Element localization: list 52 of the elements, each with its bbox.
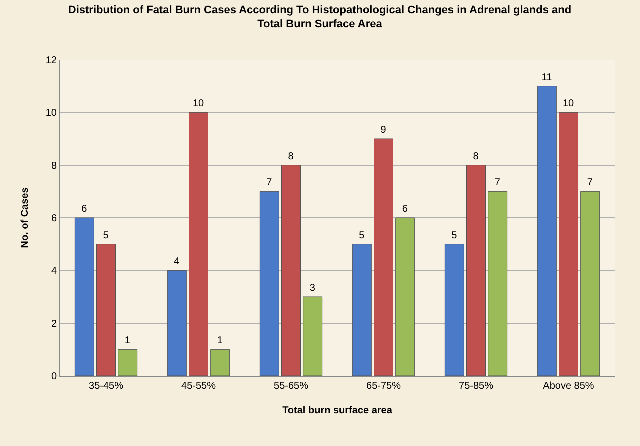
data-label: 11: [542, 72, 553, 84]
bar: [210, 349, 230, 376]
data-label: 8: [288, 151, 294, 162]
data-label: 6: [402, 204, 408, 215]
x-tick-label: Above 85%: [543, 381, 594, 392]
data-label: 5: [103, 230, 110, 242]
bar: [282, 165, 301, 376]
bar: [118, 349, 138, 376]
bar: [260, 191, 280, 376]
bar: [303, 296, 323, 376]
x-tick-label: 45-55%: [182, 381, 216, 392]
x-tick-label: 75-85%: [459, 381, 494, 392]
bar: [96, 244, 116, 376]
bar: [167, 270, 187, 376]
data-label: 7: [494, 178, 501, 189]
bar: [580, 191, 600, 376]
bar: [559, 112, 578, 376]
y-tick-label: 6: [51, 214, 58, 224]
data-label: 1: [124, 336, 131, 347]
x-tick-label: 65-75%: [366, 381, 402, 392]
x-axis-title: Total burn surface area: [282, 406, 393, 416]
chart-title: Distribution of Fatal Burn Cases According To Histopathological Changes in Adrenal glands and Total Burn Surface Area: [68, 4, 572, 31]
bar: [396, 218, 416, 376]
y-tick-label: 12: [46, 56, 58, 66]
y-axis-title: No. of Cases: [20, 187, 31, 248]
y-tick-label: 10: [46, 108, 58, 120]
data-label: 7: [587, 178, 594, 189]
bar: [488, 191, 508, 376]
y-tick-label: 2: [51, 318, 58, 330]
bar: [374, 138, 394, 376]
y-tick-label: 4: [51, 266, 58, 278]
bar: [466, 165, 486, 376]
bar: [444, 244, 464, 376]
bar: [189, 112, 208, 376]
x-tick-label: 35-45%: [89, 381, 124, 392]
bar: [352, 244, 372, 376]
data-label: 7: [266, 178, 273, 189]
data-label: 6: [82, 204, 88, 215]
data-label: 5: [359, 230, 366, 242]
data-label: 8: [473, 151, 480, 162]
y-tick-label: 8: [51, 160, 58, 172]
data-label: 5: [452, 230, 458, 242]
y-tick-label: 0: [51, 372, 58, 382]
bar: [537, 86, 557, 376]
data-label: 9: [380, 125, 387, 136]
bar: [74, 218, 94, 376]
data-label: 4: [174, 256, 180, 268]
data-label: 3: [310, 283, 316, 294]
data-label: 10: [192, 98, 205, 110]
data-label: 1: [217, 336, 224, 347]
x-tick-label: 55-65%: [274, 381, 309, 392]
data-label: 10: [562, 98, 575, 110]
